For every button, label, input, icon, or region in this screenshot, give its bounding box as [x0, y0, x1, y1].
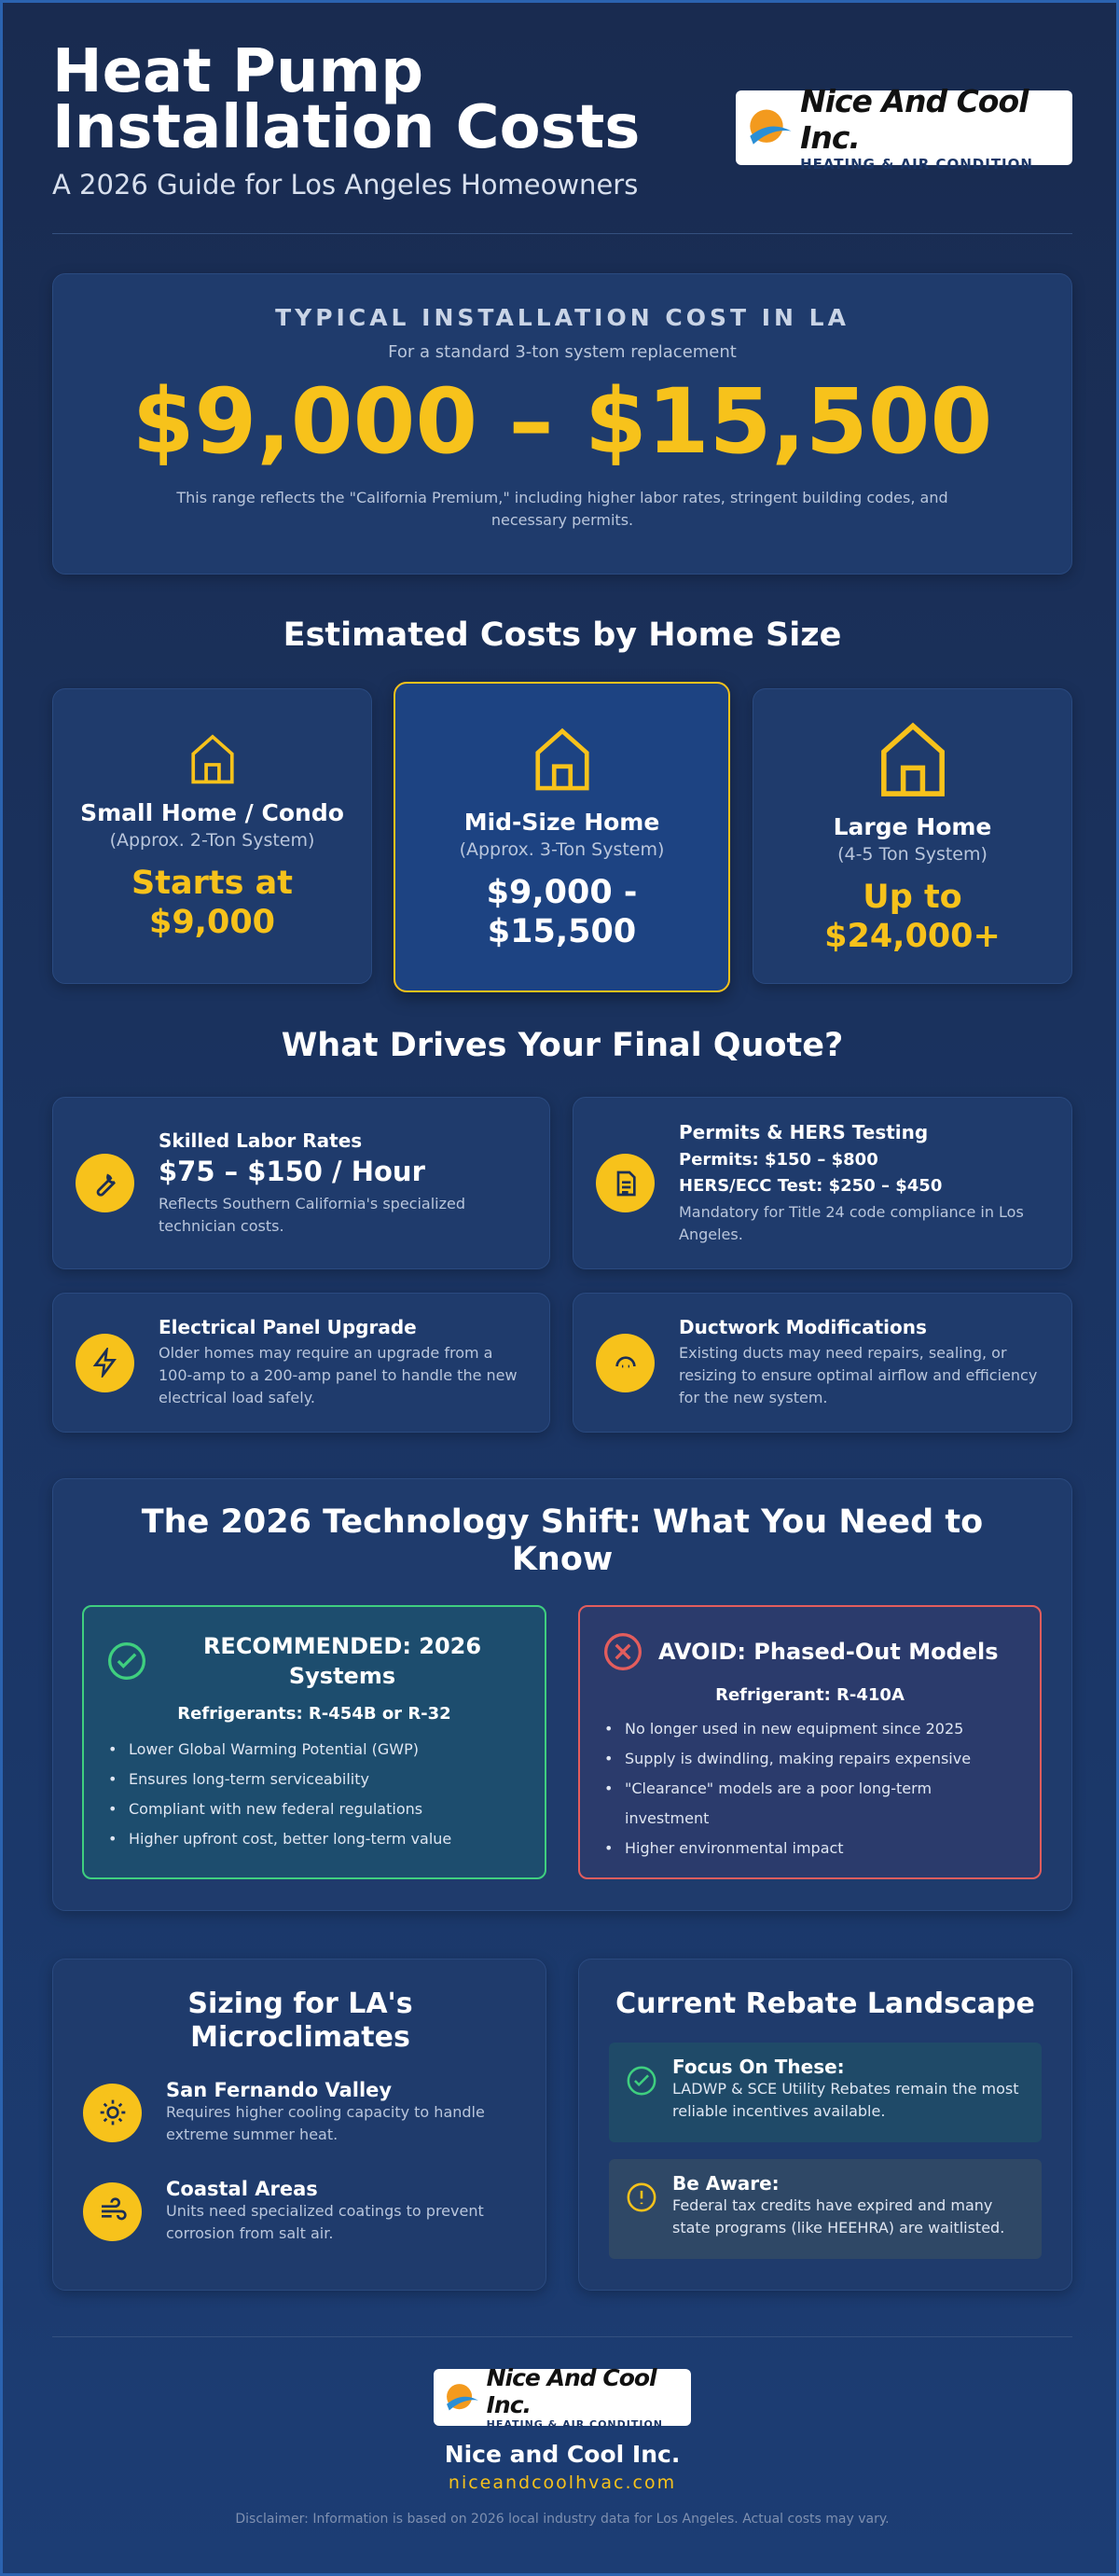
bullet-list: No longer used in new equipment since 20…	[602, 1714, 1017, 1863]
footer-url[interactable]: niceandcoolhvac.com	[448, 2472, 677, 2493]
driver-highlight: HERS/ECC Test: $250 – $450	[679, 1175, 943, 1196]
size-price: Starts at $9,000	[131, 865, 293, 941]
check-icon	[627, 2066, 656, 2096]
bullet-list: Lower Global Warming Potential (GWP) Ens…	[106, 1735, 522, 1854]
driver-text: Reflects Southern California's specializ…	[159, 1194, 465, 1235]
section-title: What Drives Your Final Quote?	[281, 1027, 844, 1064]
hero-label: TYPICAL INSTALLATION COST IN LA	[275, 304, 850, 331]
driver-title: Permits & HERS Testing	[679, 1120, 929, 1143]
bullet: Higher upfront cost, better long-term va…	[106, 1824, 522, 1854]
divider	[52, 2336, 1072, 2337]
logo-tagline: HEATING & AIR CONDITION	[800, 156, 1033, 173]
footer-name: Nice and Cool Inc.	[444, 2441, 681, 2468]
bolt-icon	[76, 1333, 134, 1392]
bullet: Higher environmental impact	[602, 1834, 1017, 1863]
item-text: LADWP & SCE Utility Rebates remain the m…	[672, 2080, 1019, 2120]
alert-icon	[627, 2182, 656, 2212]
driver-title: Electrical Panel Upgrade	[159, 1316, 417, 1338]
bullet: Supply is dwindling, making repairs expe…	[602, 1744, 1017, 1774]
driver-card: Skilled Labor Rates $75 – $150 / Hour Re…	[52, 1097, 550, 1269]
title: Heat Pump Installation Costs	[52, 37, 641, 162]
item-title: Be Aware:	[672, 2172, 780, 2195]
item-text: Federal tax credits have expired and man…	[672, 2196, 1005, 2237]
panel-title: Sizing for LA's Microclimates	[187, 1987, 413, 2054]
check-icon	[108, 1642, 145, 1680]
logo: Nice And Cool Inc. HEATING & AIR CONDITI…	[736, 83, 1072, 173]
rebate-item: Focus On These: LADWP & SCE Utility Reba…	[609, 2043, 1042, 2142]
recommended-box: RECOMMENDED: 2026 Systems Refrigerants: …	[82, 1605, 546, 1879]
size-tons: (4-5 Ton System)	[837, 844, 988, 865]
logo-icon	[447, 2383, 478, 2411]
size-name: Large Home	[833, 813, 992, 840]
driver-title: Ductwork Modifications	[679, 1316, 927, 1338]
size-card: Mid-Size Home (Approx. 3-Ton System) $9,…	[394, 682, 730, 992]
sun-icon	[83, 2083, 142, 2142]
hero: TYPICAL INSTALLATION COST IN LA For a st…	[52, 273, 1072, 575]
size-tons: (Approx. 3-Ton System)	[459, 839, 665, 860]
driver-text: Mandatory for Title 24 code compliance i…	[679, 1202, 1024, 1243]
size-name: Mid-Size Home	[463, 809, 660, 836]
hero-sub: For a standard 3-ton system replacement	[388, 342, 737, 362]
document-icon	[596, 1154, 655, 1212]
size-price: $9,000 - $15,500	[486, 874, 638, 950]
bullet: "Clearance" models are a poor long-term …	[602, 1774, 1017, 1834]
hero-price: $9,000 – $15,500	[131, 369, 993, 474]
driver-card: Ductwork Modifications Existing ducts ma…	[573, 1293, 1072, 1433]
refrigerant: Refrigerant: R-410A	[715, 1685, 905, 1705]
subtitle: A 2026 Guide for Los Angeles Homeowners	[52, 169, 639, 201]
logo-tagline: HEATING & AIR CONDITION	[486, 2418, 663, 2431]
panel-title: Current Rebate Landscape	[615, 1987, 1035, 2020]
size-price: Up to $24,000+	[824, 879, 1001, 955]
driver-text: Older homes may require an upgrade from …	[159, 1344, 518, 1406]
wind-icon	[83, 2181, 142, 2241]
divider	[52, 233, 1072, 234]
house-icon	[880, 722, 945, 796]
logo-name: Nice And Cool Inc.	[486, 2364, 657, 2418]
driver-highlight: Permits: $150 – $800	[679, 1149, 878, 1170]
size-card: Large Home (4-5 Ton System) Up to $24,00…	[753, 688, 1072, 984]
item-title: Coastal Areas	[166, 2178, 318, 2200]
size-name: Small Home / Condo	[80, 799, 344, 826]
bullet: Lower Global Warming Potential (GWP)	[106, 1735, 522, 1765]
hero-note: This range reflects the "California Prem…	[176, 489, 948, 529]
avoid-box: AVOID: Phased-Out Models Refrigerant: R-…	[578, 1605, 1042, 1879]
driver-card: Electrical Panel Upgrade Older homes may…	[52, 1293, 550, 1433]
bullet: Ensures long-term serviceability	[106, 1765, 522, 1794]
refrigerant: Refrigerants: R-454B or R-32	[177, 1704, 451, 1724]
section-title: Estimated Costs by Home Size	[283, 616, 842, 654]
house-icon	[190, 734, 234, 784]
logo-name: Nice And Cool Inc.	[800, 83, 1029, 156]
logo-icon	[750, 109, 792, 145]
rebate-panel: Current Rebate Landscape Focus On These:…	[578, 1959, 1072, 2291]
size-tons: (Approx. 2-Ton System)	[109, 830, 315, 851]
x-icon	[604, 1633, 642, 1670]
size-card: Small Home / Condo (Approx. 2-Ton System…	[52, 688, 372, 984]
driver-card: Permits & HERS Testing Permits: $150 – $…	[573, 1097, 1072, 1269]
driver-text: Existing ducts may need repairs, sealing…	[679, 1344, 1038, 1406]
driver-title: Skilled Labor Rates	[159, 1129, 363, 1152]
driver-highlight: $75 – $150 / Hour	[159, 1155, 425, 1187]
tech-title: The 2026 Technology Shift: What You Need…	[141, 1503, 984, 1578]
sizing-panel: Sizing for LA's Microclimates San Fernan…	[52, 1959, 546, 2291]
house-icon	[534, 727, 589, 791]
item-title: Focus On These:	[672, 2056, 845, 2078]
item-text: Units need specialized coatings to preve…	[166, 2202, 484, 2242]
bullet: Compliant with new federal regulations	[106, 1794, 522, 1824]
duct-icon	[596, 1333, 655, 1392]
item-title: San Fernando Valley	[166, 2079, 393, 2101]
item-text: Requires higher cooling capacity to hand…	[166, 2103, 485, 2143]
box-title: RECOMMENDED: 2026 Systems	[202, 1633, 482, 1689]
wrench-icon	[76, 1154, 134, 1212]
rebate-item: Be Aware: Federal tax credits have expir…	[609, 2159, 1042, 2259]
box-title: AVOID: Phased-Out Models	[658, 1639, 999, 1665]
logo: Nice And Cool Inc. HEATING & AIR CONDITI…	[434, 2364, 691, 2431]
disclaimer: Disclaimer: Information is based on 2026…	[235, 2512, 890, 2527]
bullet: No longer used in new equipment since 20…	[602, 1714, 1017, 1744]
